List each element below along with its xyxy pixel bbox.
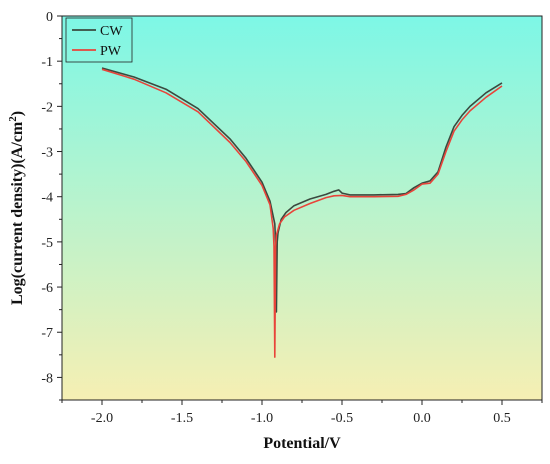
- x-tick-label: -0.5: [331, 411, 353, 426]
- series-line-cw: [101, 67, 503, 313]
- x-axis: -2.0 -1.5 -1.0 -0.5 0.0 0.5: [61, 400, 543, 426]
- series-line-pw: [101, 68, 503, 358]
- y-axis: 0 -1 -2 -3 -4 -5 -6 -7 -8: [41, 10, 62, 401]
- y-tick-label: -5: [41, 236, 53, 251]
- x-tick-label: -1.5: [171, 411, 193, 426]
- y-tick-label: -2: [41, 100, 53, 115]
- x-tick-label: 0.5: [493, 411, 511, 426]
- y-axis-title-suffix: ): [9, 111, 26, 116]
- series-layer: [101, 67, 503, 358]
- y-tick-label: -3: [41, 146, 53, 161]
- legend-label-pw: PW: [100, 44, 122, 59]
- y-axis-title-superscript: 2: [7, 116, 19, 122]
- y-tick-label: -7: [41, 326, 53, 341]
- y-tick-label: -4: [41, 191, 53, 206]
- y-axis-title: Log(current density)(A/cm2): [7, 111, 26, 305]
- legend-label-cw: CW: [100, 24, 123, 39]
- y-tick-label: -1: [41, 55, 53, 70]
- y-tick-label: -6: [41, 281, 53, 296]
- x-tick-label: -2.0: [91, 411, 113, 426]
- y-tick-label: -8: [41, 371, 53, 386]
- legend: CW PW: [65, 17, 133, 63]
- x-tick-label: 0.0: [413, 411, 431, 426]
- x-axis-title: Potential/V: [263, 435, 341, 452]
- y-axis-title-main: Log(current density)(A/cm: [9, 121, 26, 305]
- x-tick-label: -1.0: [251, 411, 273, 426]
- legend-box: [65, 17, 133, 63]
- plot-background: [62, 16, 542, 400]
- y-tick-label: 0: [46, 10, 53, 25]
